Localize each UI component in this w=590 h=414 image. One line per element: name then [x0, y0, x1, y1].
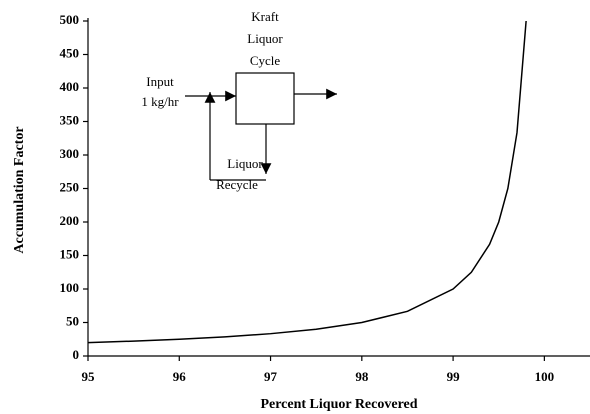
y-tick-label: 300: [60, 146, 80, 161]
y-tick-label: 150: [60, 246, 80, 261]
annotation: Cycle: [250, 53, 281, 68]
y-tick-label: 50: [66, 313, 79, 328]
x-tick-label: 100: [535, 369, 555, 384]
y-tick-label: 450: [60, 45, 80, 60]
x-axis-title: Percent Liquor Recovered: [260, 397, 417, 412]
annotation: Input: [146, 74, 174, 89]
data-line: [87, 20, 527, 344]
x-tick-label: 95: [82, 369, 96, 384]
x-tick-label: 98: [355, 369, 369, 384]
annotation: 1 kg/hr: [141, 94, 179, 109]
y-tick-label: 350: [60, 112, 80, 127]
y-tick-label: 100: [60, 280, 80, 295]
y-tick-label: 400: [60, 79, 80, 94]
x-tick-label: 96: [173, 369, 187, 384]
annotation: Liquor: [227, 156, 263, 171]
y-axis-title: Accumulation Factor: [12, 126, 27, 253]
annotation: Liquor: [247, 31, 283, 46]
annotation: Recycle: [216, 177, 258, 192]
inset-diagram: [185, 72, 337, 181]
y-tick-label: 200: [60, 213, 80, 228]
y-tick-label: 0: [73, 347, 80, 362]
x-tick-label: 97: [264, 369, 278, 384]
y-tick-label: 250: [60, 179, 80, 194]
y-tick-label: 500: [60, 12, 80, 27]
x-tick-label: 99: [447, 369, 461, 384]
annotation: Kraft: [251, 9, 279, 24]
process-box: [235, 72, 295, 125]
